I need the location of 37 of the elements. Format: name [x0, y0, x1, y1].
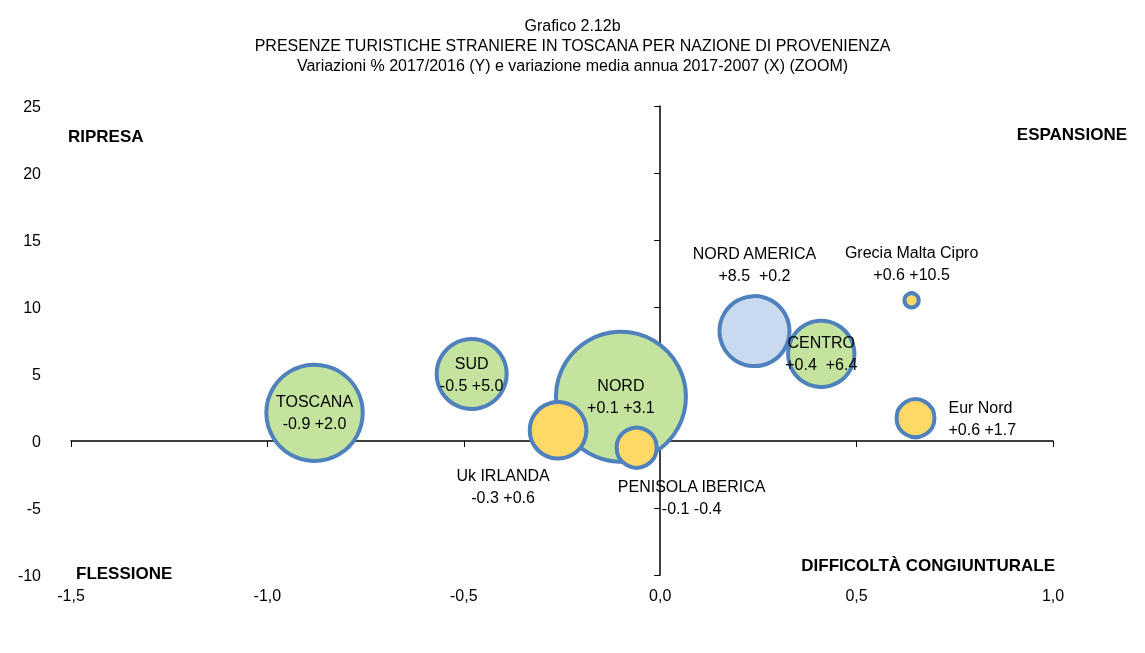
annotation: FLESSIONE — [76, 564, 173, 583]
x-tick-label: -1,0 — [253, 586, 282, 604]
x-tick-label: -0,5 — [450, 586, 478, 604]
text: Grecia Malta Cipro — [844, 243, 979, 261]
y-tick-label: 0 — [32, 432, 42, 450]
data-label: +0.6 +1.7 — [948, 420, 1017, 438]
x-tick-label: -1,5 — [57, 586, 85, 604]
chart-title: Grafico 2.12b — [524, 16, 621, 34]
data-label: -0.1 -0.4 — [661, 500, 722, 518]
series-label: NORD — [597, 377, 645, 395]
x-tick-label: 1,0 — [1041, 586, 1065, 604]
y-tick-label: 15 — [23, 231, 42, 249]
y-tick-label: -5 — [26, 499, 42, 517]
annotation: RIPRESA — [68, 127, 144, 146]
data-label: -0.5 +5.0 — [439, 376, 504, 394]
y-tick-label: 5 — [32, 365, 42, 383]
series-label: Eur Nord — [948, 398, 1013, 416]
x-tick-label: 0,0 — [649, 586, 672, 604]
data-label: +8.5 +0.2 — [718, 266, 791, 284]
y-tick-label: 25 — [23, 97, 42, 115]
annotation: ESPANSIONE — [1016, 125, 1128, 144]
y-tick-label: 10 — [23, 298, 42, 316]
series-label: Uk IRLANDA — [456, 467, 551, 485]
x-tick-label: 0,5 — [845, 586, 868, 604]
data-label: +0.1 +3.1 — [587, 399, 655, 417]
series-label: TOSCANA — [276, 393, 354, 411]
chart-subtitle: PRESENZE TURISTICHE STRANIERE IN TOSCANA PER NAZIONE DI PROVENIENZA Variazioni % 2017/2016 (Y) e variazione media annua 2017-2007 (X) (ZOOM) — [254, 36, 891, 74]
data-label: -0.9 +2.0 — [282, 415, 347, 433]
series-label: SUD — [454, 354, 489, 372]
y-tick-label: -10 — [17, 566, 42, 584]
data-label: +0.4 +6.4 — [785, 356, 858, 374]
data-label: +0.6 +10.5 — [873, 265, 950, 283]
data-label: -0.3 +0.6 — [471, 489, 535, 507]
y-tick-label: 20 — [23, 164, 42, 182]
annotation: DIFFICOLTÀ CONGIUNTURALE — [801, 556, 1056, 575]
series-label: CENTRO — [787, 334, 856, 352]
text: NORD AMERICA — [692, 244, 817, 262]
